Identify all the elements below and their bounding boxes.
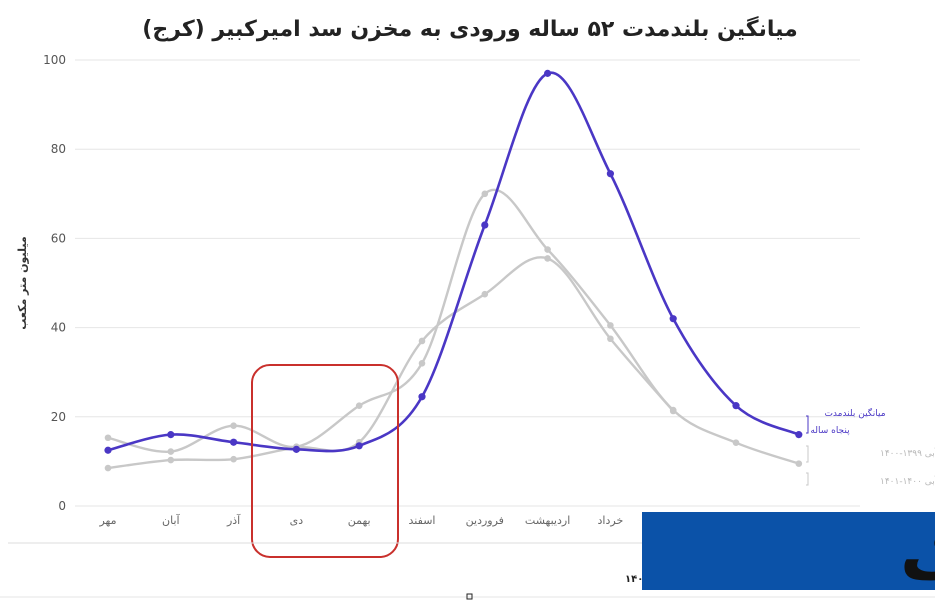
watermark-band — [642, 512, 935, 590]
data-point — [732, 402, 740, 410]
y-tick-label: 20 — [51, 410, 66, 424]
y-tick-label: 0 — [58, 499, 66, 513]
x-tick-label: فروردین — [466, 514, 504, 527]
data-point — [669, 407, 677, 415]
y-tick-label: 100 — [43, 53, 66, 67]
legend-bracket-grey2 — [806, 472, 809, 486]
x-tick-label: دی — [290, 514, 304, 527]
watermark-text: تابناک — [900, 513, 935, 595]
x-tick-label: بهمن — [348, 514, 371, 527]
data-point — [230, 438, 238, 446]
data-point — [418, 337, 426, 345]
data-point — [355, 442, 363, 450]
x-tick-label: آبان — [162, 513, 180, 527]
data-point — [104, 434, 112, 442]
x-tick-label: آذر — [226, 513, 241, 527]
data-point — [167, 448, 175, 455]
series-line-1 — [107, 188, 800, 465]
legend: میانگین بلندمدت پنجاه ساله سال آبی ۱۳۹۹-… — [806, 407, 935, 487]
data-point — [167, 431, 175, 439]
data-point — [607, 322, 614, 329]
x-tick-label: خرداد — [598, 514, 624, 527]
data-point — [230, 455, 237, 463]
data-point — [544, 246, 551, 253]
data-point — [795, 431, 803, 439]
data-point — [669, 315, 677, 323]
watermark-logo: تابناک — [642, 512, 935, 595]
legend-main-line2: پنجاه ساله — [810, 426, 850, 436]
data-point — [795, 460, 803, 467]
data-point — [418, 359, 426, 367]
x-tick-label: مهر — [98, 514, 116, 527]
y-tick-labels: 0 20 40 60 80 100 — [43, 53, 66, 513]
data-point — [606, 170, 615, 178]
legend-main-line1: میانگین بلندمدت — [824, 407, 885, 419]
highlight-box — [251, 364, 399, 558]
data-point — [292, 445, 300, 453]
series-line-2 — [107, 256, 675, 470]
legend-bracket-main — [806, 415, 809, 434]
y-tick-label: 40 — [51, 321, 66, 335]
y-tick-label: 80 — [51, 142, 66, 156]
y-tick-label: 60 — [51, 231, 66, 245]
y-axis-label: میلیون متر مکعب — [16, 236, 29, 329]
data-point — [732, 439, 740, 446]
legend-grey1: سال آبی ۱۳۹۹-۱۴۰۰ — [880, 447, 935, 459]
resize-handle[interactable] — [466, 593, 473, 600]
x-tick-label: اردیبهشت — [525, 514, 570, 527]
data-point — [544, 255, 551, 262]
data-point — [230, 422, 237, 430]
data-point — [481, 190, 489, 198]
legend-bracket-grey1 — [806, 445, 809, 463]
data-point — [481, 290, 489, 298]
chart-title: میانگین بلندمدت ۵۲ ساله ورودی به مخزن سد… — [142, 15, 797, 42]
data-point — [607, 335, 614, 343]
x-tick-label: اسفند — [409, 514, 436, 527]
grid-lines — [75, 59, 860, 507]
data-point — [355, 402, 363, 409]
data-point — [167, 456, 175, 464]
series-lines — [107, 71, 800, 470]
legend-grey2: سال آبی ۱۴۰۰-۱۴۰۱ — [880, 475, 935, 487]
series-points — [104, 69, 803, 472]
data-point — [104, 446, 112, 454]
data-point — [418, 393, 426, 401]
series-line-0 — [107, 71, 800, 453]
data-point — [104, 464, 112, 472]
data-point — [544, 69, 552, 77]
data-point — [481, 221, 489, 229]
